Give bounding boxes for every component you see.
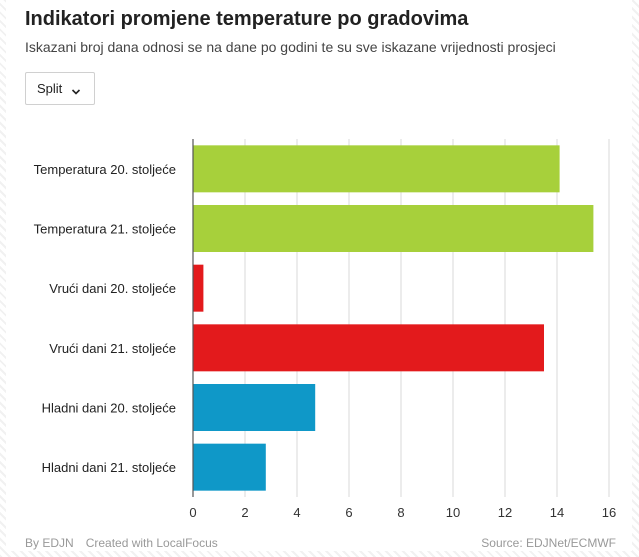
chart-card	[6, 0, 632, 551]
chevron-down-icon	[71, 84, 81, 95]
bar	[193, 264, 204, 312]
footer-credits: By EDJN Created with LocalFocus	[25, 536, 218, 550]
category-label: Temperatura 20. stoljeće	[34, 162, 176, 177]
x-tick-label: 4	[293, 505, 300, 520]
x-tick-label: 6	[345, 505, 352, 520]
bar	[193, 384, 316, 431]
chart-subtitle: Iskazani broj dana odnosi se na dane po …	[25, 39, 556, 55]
x-tick-label: 0	[189, 505, 196, 520]
x-tick-label: 14	[550, 505, 564, 520]
category-label: Vrući dani 20. stoljeće	[49, 281, 176, 296]
bar	[193, 145, 560, 193]
city-dropdown[interactable]: Split	[25, 72, 95, 105]
footer-source: Source: EDJNet/ECMWF	[481, 536, 616, 550]
footer-created-with[interactable]: Created with LocalFocus	[85, 536, 218, 550]
category-label: Vrući dani 21. stoljeće	[49, 341, 176, 356]
bar	[193, 324, 544, 372]
x-tick-label: 16	[602, 505, 616, 520]
x-tick-label: 12	[498, 505, 512, 520]
chart-title: Indikatori promjene temperature po grado…	[25, 8, 469, 30]
category-label: Temperatura 21. stoljeće	[34, 222, 176, 237]
category-label: Hladni dani 21. stoljeće	[42, 460, 176, 475]
city-dropdown-label: Split	[37, 81, 63, 96]
footer-by: By EDJN	[25, 536, 74, 550]
bar	[193, 443, 266, 491]
x-tick-label: 8	[397, 505, 404, 520]
x-tick-label: 10	[446, 505, 460, 520]
bar	[193, 205, 594, 252]
x-tick-label: 2	[241, 505, 248, 520]
category-label: Hladni dani 20. stoljeće	[42, 401, 176, 416]
